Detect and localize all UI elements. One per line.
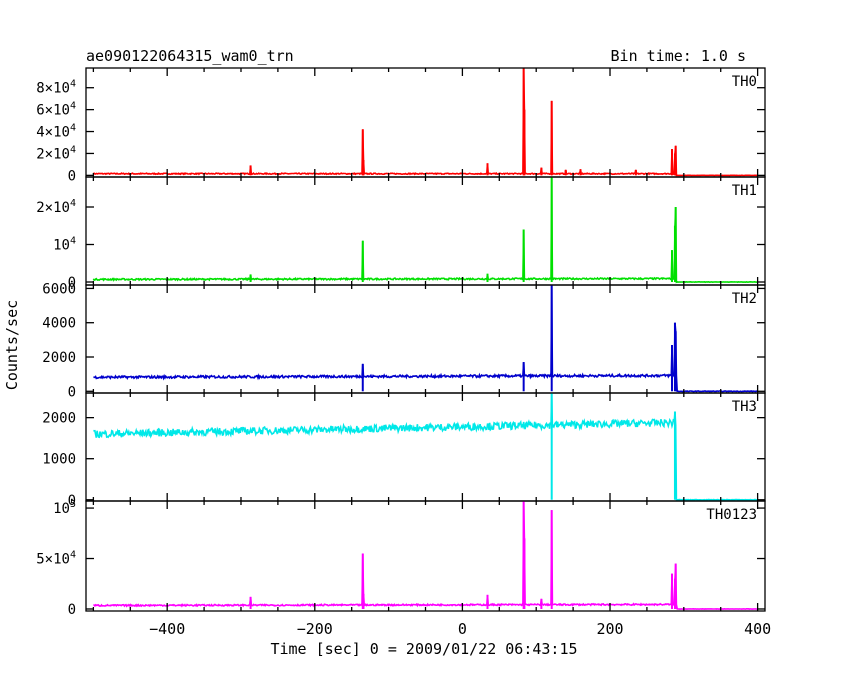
y-tick-label: 8×104 [36, 79, 76, 97]
series-line-th2 [93, 284, 758, 393]
y-tick-label: 2000 [42, 350, 76, 366]
chart-title: ae090122064315_wam0_trn [86, 47, 294, 65]
panel-label: TH0123 [706, 507, 757, 523]
x-tick-label: 0 [458, 620, 467, 638]
y-tick-label: 4000 [42, 316, 76, 332]
panel-label: TH2 [732, 291, 757, 307]
x-tick-label: 200 [596, 620, 623, 638]
y-tick-label: 0 [68, 275, 76, 291]
panel-frame [85, 500, 766, 612]
panel-label: TH3 [732, 399, 757, 415]
series-line-th1 [92, 176, 758, 284]
series-line-th0 [92, 67, 758, 177]
y-tick-label: 6×104 [36, 101, 76, 119]
y-tick-label: 0 [68, 602, 76, 618]
panel-th0123: 0 5×104 105 TH0123 [36, 499, 766, 618]
y-tick-label: 2×104 [36, 198, 76, 216]
panel-frame [85, 392, 766, 502]
x-tick-label: −400 [149, 620, 185, 638]
y-tick-label: 0 [68, 384, 76, 400]
panel-frame [85, 176, 766, 286]
panel-th3: 0 1000 2000 TH3 [42, 392, 766, 509]
panels-group: 0 2×104 4×104 6×104 8×104 TH0 0 104 2×104 TH1 0 200… [36, 67, 771, 638]
y-tick-label: 5×104 [36, 550, 76, 568]
y-tick-label: 104 [53, 236, 76, 254]
panel-label: TH1 [732, 183, 757, 199]
panel-label: TH0 [732, 74, 757, 90]
panel-th1: 0 104 2×104 TH1 [36, 176, 766, 291]
y-tick-label: 4×104 [36, 123, 76, 141]
y-tick-label: 6000 [42, 281, 76, 297]
y-axis-label: Counts/sec [3, 300, 21, 390]
panel-th2: 0 2000 4000 6000 TH2 [42, 281, 766, 400]
y-tick-label: 1000 [42, 452, 76, 468]
y-tick-label: 2000 [42, 411, 76, 427]
bin-time-label: Bin time: 1.0 s [611, 47, 746, 65]
x-axis-label: Time [sec] 0 = 2009/01/22 06:43:15 [270, 640, 577, 658]
series-line-th0123 [93, 500, 758, 610]
x-tick-label: 400 [744, 620, 771, 638]
panel-frame [85, 67, 766, 178]
x-tick-label: −200 [297, 620, 333, 638]
y-tick-label: 2×104 [36, 144, 76, 162]
series-line-th3 [93, 392, 758, 501]
y-tick-label: 0 [68, 493, 76, 509]
y-tick-label: 0 [68, 168, 76, 184]
panel-th0: 0 2×104 4×104 6×104 8×104 TH0 [36, 67, 766, 184]
y-tick-label: 105 [53, 499, 76, 517]
